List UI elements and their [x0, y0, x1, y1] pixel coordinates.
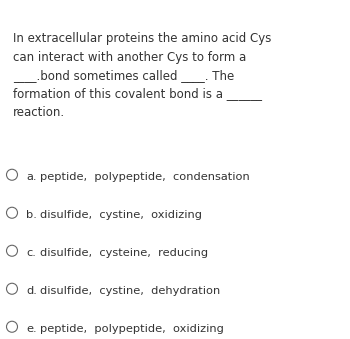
- Text: d.: d.: [26, 286, 37, 296]
- Text: disulfide,  cystine,  oxidizing: disulfide, cystine, oxidizing: [40, 210, 202, 220]
- Text: disulfide,  cystine,  dehydration: disulfide, cystine, dehydration: [40, 286, 220, 296]
- Text: can interact with another Cys to form a: can interact with another Cys to form a: [13, 51, 246, 63]
- Text: In extracellular proteins the amino acid Cys: In extracellular proteins the amino acid…: [13, 32, 271, 45]
- Text: disulfide,  cysteine,  reducing: disulfide, cysteine, reducing: [40, 248, 208, 258]
- Text: b.: b.: [26, 210, 37, 220]
- Text: a.: a.: [26, 172, 36, 182]
- Text: formation of this covalent bond is a ______: formation of this covalent bond is a ___…: [13, 87, 262, 100]
- Text: c.: c.: [26, 248, 36, 258]
- Text: e.: e.: [26, 324, 37, 334]
- Text: peptide,  polypeptide,  oxidizing: peptide, polypeptide, oxidizing: [40, 324, 224, 334]
- Text: ____.bond sometimes called ____. The: ____.bond sometimes called ____. The: [13, 69, 234, 82]
- Text: peptide,  polypeptide,  condensation: peptide, polypeptide, condensation: [40, 172, 250, 182]
- Text: reaction.: reaction.: [13, 106, 65, 119]
